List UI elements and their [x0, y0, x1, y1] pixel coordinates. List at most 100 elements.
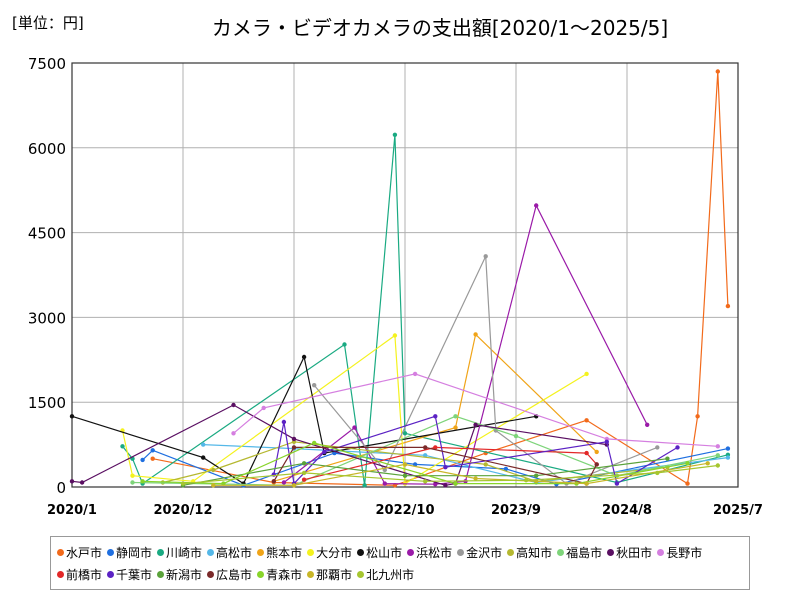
data-point: [423, 453, 428, 458]
data-point: [281, 419, 287, 425]
y-tick-label: 6000: [28, 140, 66, 158]
data-point: [675, 445, 680, 450]
data-point: [130, 480, 135, 485]
data-point: [614, 481, 620, 486]
unit-label: [単位：円]: [12, 14, 84, 32]
chart-legend: 水戸市 静岡市 川崎市 高松市 熊本市 大分市 松山市 浜松市 金沢市 高知市 福島市 秋田市 長野市前…: [50, 536, 750, 590]
data-point: [271, 479, 276, 484]
series-line: [121, 334, 587, 485]
data-point: [483, 462, 488, 467]
data-point: [715, 69, 720, 74]
legend-marker: [57, 548, 64, 556]
legend-label: 川崎市: [166, 545, 203, 560]
legend-item: 高松市: [207, 541, 252, 563]
x-tick-label: 2021/11: [264, 503, 323, 518]
data-point: [281, 480, 287, 485]
legend-label: 千葉市: [116, 567, 153, 582]
data-point: [453, 425, 458, 430]
legend-marker: [657, 548, 665, 556]
data-point: [392, 132, 398, 137]
legend-marker: [607, 548, 615, 556]
data-point: [423, 445, 428, 450]
x-tick-label: 2022/10: [375, 503, 434, 518]
legend-item: 青森市: [257, 563, 302, 585]
legend-item: 熊本市: [257, 541, 302, 563]
series-line: [71, 404, 607, 486]
data-point: [715, 453, 720, 458]
y-tick-label: 3000: [28, 309, 66, 327]
legend-item: 千葉市: [107, 563, 152, 585]
data-point: [301, 354, 307, 360]
line-chart: 2020/1 2020/12 2021/11 2022/10 2023/9 2024/8 2…: [28, 55, 763, 518]
data-point: [665, 456, 670, 461]
series-line: [303, 446, 598, 481]
legend-item: 大分市: [307, 541, 352, 563]
data-point: [261, 405, 266, 411]
data-point: [211, 483, 216, 488]
data-point: [291, 445, 297, 450]
data-point: [150, 456, 155, 461]
data-point: [201, 455, 206, 460]
data-point: [655, 470, 660, 476]
legend-item: 高知市: [507, 541, 552, 563]
data-point: [79, 480, 85, 485]
data-point: [402, 473, 408, 478]
data-point: [291, 436, 297, 442]
legend-item: 長野市: [657, 541, 702, 563]
legend-item: 川崎市: [157, 541, 202, 563]
data-point: [584, 481, 589, 486]
data-point: [150, 448, 155, 453]
legend-marker: [307, 570, 315, 578]
legend-item: 福島市: [557, 541, 602, 563]
x-tick-label: 2024/8: [602, 503, 652, 518]
series-line: [142, 442, 688, 485]
y-tick-label: 0: [56, 479, 66, 497]
data-point: [503, 466, 509, 472]
data-point: [534, 473, 539, 478]
y-tick-label: 7500: [28, 55, 66, 73]
legend-label: 浜松市: [416, 545, 453, 560]
data-point: [180, 481, 186, 486]
data-point: [130, 473, 135, 478]
data-point: [423, 479, 428, 484]
data-point: [473, 422, 478, 427]
plot-frame: [71, 62, 739, 488]
data-point: [291, 483, 297, 488]
legend-label: 那覇市: [316, 567, 353, 582]
data-point: [523, 478, 529, 483]
legend-label: 熊本市: [266, 545, 303, 560]
legend-item: 松山市: [357, 541, 402, 563]
x-tick-label: 2023/9: [491, 503, 541, 518]
data-point: [453, 481, 458, 486]
x-tick-label: 2020/12: [153, 503, 212, 518]
data-point: [312, 383, 317, 388]
data-point: [685, 481, 690, 486]
x-tick-label: 2025/7: [713, 503, 763, 518]
legend-item: 新潟市: [157, 563, 202, 585]
legend-label: 福島市: [566, 545, 603, 560]
legend-marker: [207, 570, 215, 578]
legend-marker: [107, 548, 115, 556]
legend-label: 高松市: [216, 545, 253, 560]
legend-marker: [257, 548, 265, 556]
legend-label: 大分市: [316, 545, 353, 560]
data-point: [301, 461, 307, 466]
data-point: [433, 445, 438, 450]
legend-item: 那覇市: [307, 563, 352, 585]
data-point: [695, 414, 700, 419]
data-point: [301, 477, 307, 482]
data-point: [69, 414, 75, 419]
data-point: [231, 431, 236, 436]
data-point: [402, 462, 408, 467]
legend-label: 新潟市: [166, 567, 203, 582]
legend-label: 前橋市: [66, 567, 103, 582]
series-line: [233, 373, 718, 447]
legend-item: 前橋市: [57, 563, 102, 585]
y-tick-label: 4500: [28, 225, 66, 243]
legend-label: 水戸市: [66, 545, 103, 560]
data-point: [402, 431, 408, 436]
data-point: [453, 414, 458, 419]
data-point: [655, 445, 660, 450]
data-point: [392, 333, 398, 338]
data-point: [513, 433, 519, 439]
